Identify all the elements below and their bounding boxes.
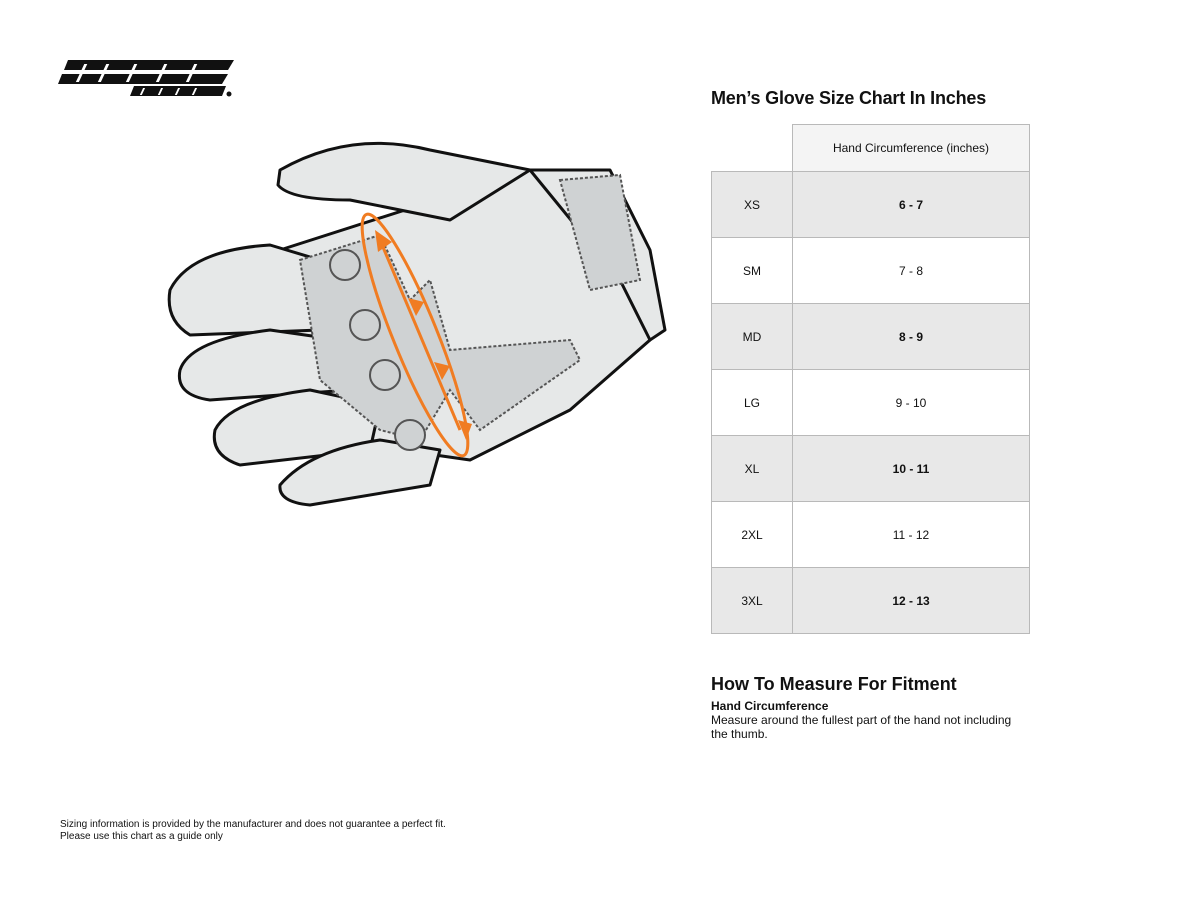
- table-row: XL 10 - 11: [711, 435, 1030, 502]
- range-cell: 8 - 9: [792, 303, 1030, 370]
- disclaimer-line-2: Please use this chart as a guide only: [60, 831, 223, 842]
- arrow-heads: [375, 230, 472, 440]
- how-to-subtitle: Hand Circumference: [711, 699, 829, 713]
- table-row: 3XL 12 - 13: [711, 567, 1030, 634]
- range-cell: 11 - 12: [792, 501, 1030, 568]
- how-to-title: How To Measure For Fitment: [711, 674, 957, 694]
- size-cell: 3XL: [711, 567, 793, 634]
- header-blank-cell: [711, 124, 793, 172]
- glove-finger-middle: [177, 328, 352, 402]
- disclaimer: Sizing information is provided by the ma…: [60, 819, 446, 843]
- table-row: XS 6 - 7: [711, 171, 1030, 238]
- size-chart-title: Men’s Glove Size Chart In Inches: [711, 88, 987, 108]
- range-cell: 9 - 10: [792, 369, 1030, 436]
- glove-finger-ring: [212, 388, 382, 467]
- moose-racing-logo: [58, 60, 234, 97]
- glove-finger-pinky: [278, 438, 442, 507]
- measurement-arrow: [360, 212, 470, 458]
- table-row: MD 8 - 9: [711, 303, 1030, 370]
- size-cell: XS: [711, 171, 793, 238]
- size-cell: XL: [711, 435, 793, 502]
- glove-illustration: [167, 141, 667, 507]
- glove-finger-index: [167, 243, 322, 337]
- glove-cuff-pad: [558, 173, 642, 292]
- size-chart-table: Hand Circumference (inches) XS 6 - 7 SM 7 …: [711, 124, 1030, 634]
- column-header: Hand Circumference (inches): [792, 124, 1030, 172]
- range-cell: 12 - 13: [792, 567, 1030, 634]
- size-cell: LG: [711, 369, 793, 436]
- disclaimer-line-1: Sizing information is provided by the ma…: [60, 819, 446, 830]
- range-cell: 6 - 7: [792, 171, 1030, 238]
- table-row: SM 7 - 8: [711, 237, 1030, 304]
- size-cell: MD: [711, 303, 793, 370]
- size-cell: 2XL: [711, 501, 793, 568]
- table-header-row: Hand Circumference (inches): [711, 124, 1030, 172]
- table-row: 2XL 11 - 12: [711, 501, 1030, 568]
- size-cell: SM: [711, 237, 793, 304]
- range-cell: 7 - 8: [792, 237, 1030, 304]
- glove-thumb: [276, 141, 532, 222]
- how-to-text: Measure around the fullest part of the h…: [711, 713, 1012, 741]
- table-row: LG 9 - 10: [711, 369, 1030, 436]
- range-cell: 10 - 11: [792, 435, 1030, 502]
- how-to-measure-section: How To Measure For Fitment Hand Circumfe…: [711, 674, 1031, 741]
